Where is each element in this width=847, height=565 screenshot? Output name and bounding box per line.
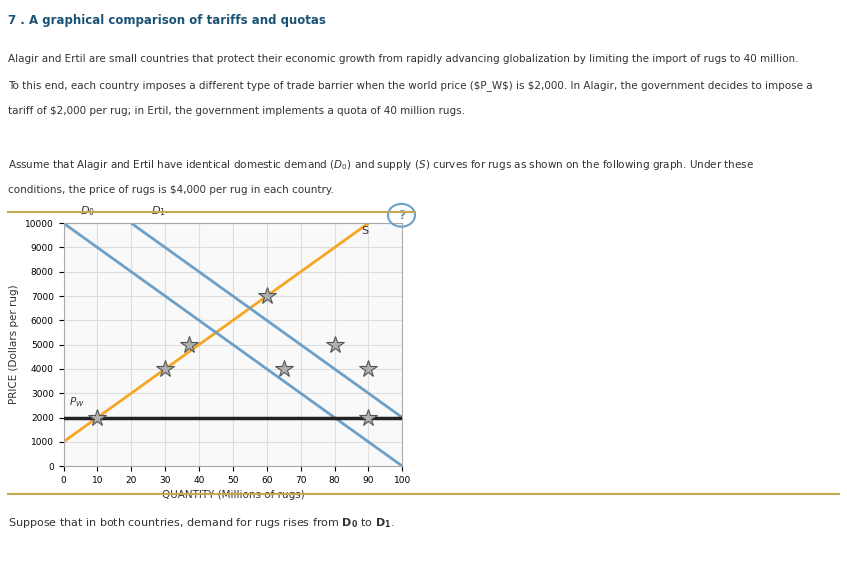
Text: $D_0$: $D_0$: [80, 205, 95, 218]
Text: To this end, each country imposes a different type of trade barrier when the wor: To this end, each country imposes a diff…: [8, 80, 813, 91]
Text: ?: ?: [398, 208, 405, 222]
Text: Assume that Alagir and Ertil have identical domestic demand ($D_0$) and supply (: Assume that Alagir and Ertil have identi…: [8, 159, 755, 172]
Text: tariff of $2,000 per rug; in Ertil, the government implements a quota of 40 mill: tariff of $2,000 per rug; in Ertil, the …: [8, 106, 466, 116]
Text: Alagir and Ertil are small countries that protect their economic growth from rap: Alagir and Ertil are small countries tha…: [8, 54, 799, 64]
Text: S: S: [362, 225, 368, 236]
Text: $P_W$: $P_W$: [69, 396, 84, 409]
Text: conditions, the price of rugs is $4,000 per rug in each country.: conditions, the price of rugs is $4,000 …: [8, 185, 335, 195]
Text: 7 . A graphical comparison of tariffs and quotas: 7 . A graphical comparison of tariffs an…: [8, 14, 326, 27]
Y-axis label: PRICE (Dollars per rug): PRICE (Dollars per rug): [9, 285, 19, 405]
X-axis label: QUANTITY (Millions of rugs): QUANTITY (Millions of rugs): [162, 490, 304, 501]
Text: Suppose that in both countries, demand for rugs rises from $\mathbf{D_0}$ to $\m: Suppose that in both countries, demand f…: [8, 516, 396, 530]
Text: $D_1$: $D_1$: [151, 205, 166, 218]
